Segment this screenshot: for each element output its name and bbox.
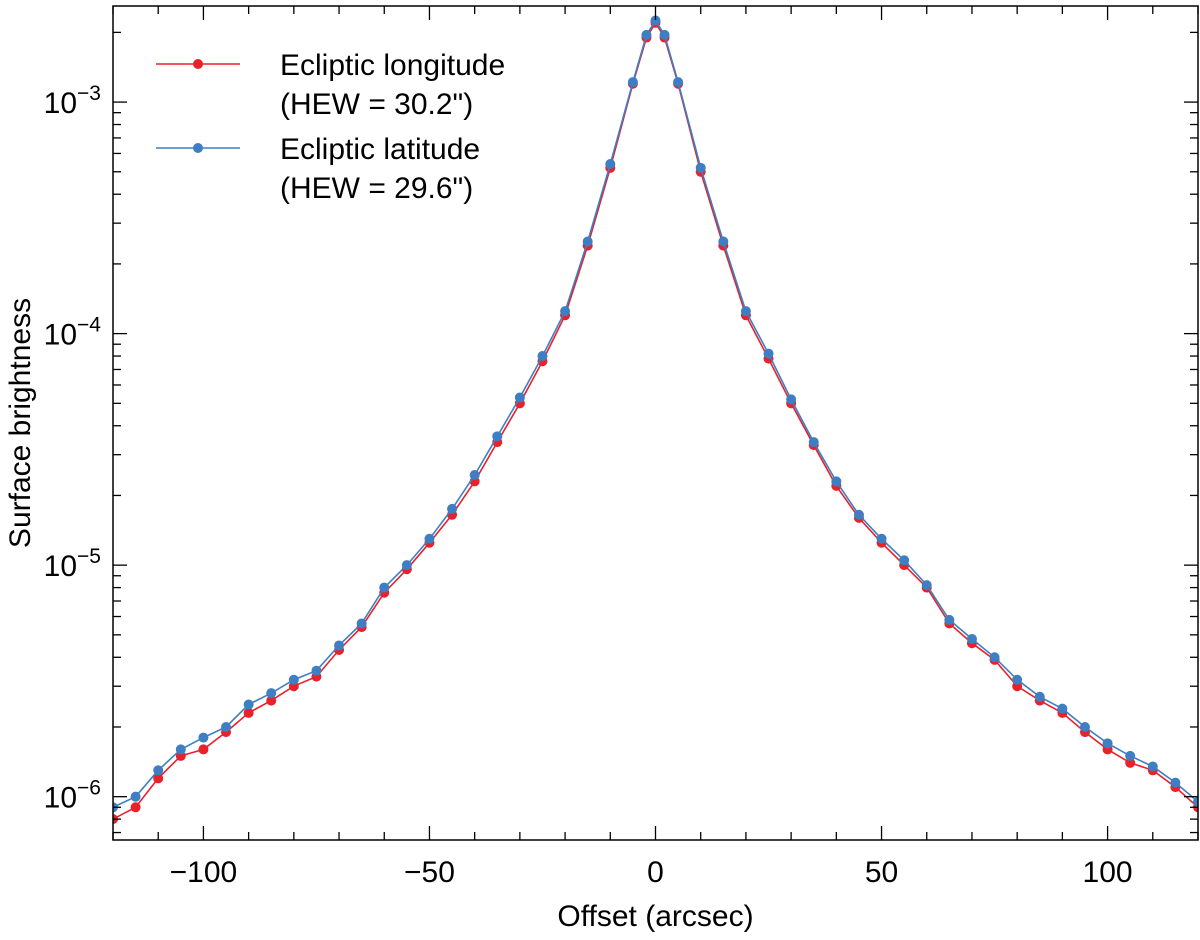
data-point	[447, 503, 458, 514]
y-axis-title: Surface brightness	[4, 298, 37, 548]
series-ecliptic-longitude	[113, 17, 1198, 825]
data-point	[356, 618, 367, 629]
data-point	[1193, 796, 1198, 807]
data-point	[130, 791, 141, 802]
data-point	[786, 394, 797, 405]
data-point	[808, 437, 819, 448]
data-point	[650, 15, 661, 26]
axes-layer: −100 −50 0 50 100 10−6 10−5 10−4 10−3	[44, 6, 1199, 889]
data-point	[175, 744, 186, 755]
data-point	[266, 688, 277, 699]
x-tick-label: −50	[404, 856, 455, 889]
data-point	[921, 580, 932, 591]
data-point	[1012, 674, 1023, 685]
data-point	[560, 306, 571, 317]
y-tick-label: 10−5	[44, 545, 101, 583]
data-point	[695, 162, 706, 173]
data-point	[198, 744, 209, 755]
data-point	[130, 802, 141, 813]
data-point	[514, 392, 525, 403]
data-point	[221, 721, 232, 732]
data-point	[641, 29, 652, 40]
data-point	[1125, 750, 1136, 761]
data-point	[153, 765, 164, 776]
data-point	[266, 695, 277, 706]
data-point	[334, 640, 345, 651]
data-point	[492, 431, 503, 442]
data-point	[311, 665, 322, 676]
series-layer	[113, 15, 1198, 825]
data-point	[899, 555, 910, 566]
legend-swatch-marker	[193, 59, 203, 69]
data-point	[1170, 777, 1181, 788]
legend-label: Ecliptic latitude	[280, 133, 480, 166]
data-point	[401, 560, 412, 571]
data-point	[659, 29, 670, 40]
data-point	[243, 699, 254, 710]
data-point	[763, 348, 774, 359]
data-point	[1102, 738, 1113, 749]
legend: Ecliptic longitude(HEW = 30.2")Ecliptic …	[156, 49, 505, 205]
series-line	[113, 18, 1198, 809]
data-point	[198, 732, 209, 743]
plot-frame	[112, 5, 1199, 841]
data-point	[853, 509, 864, 520]
y-tick-label: 10−3	[44, 82, 101, 120]
data-point	[288, 674, 299, 685]
legend-label: Ecliptic longitude	[280, 49, 505, 82]
data-point	[627, 77, 638, 88]
legend-entry: Ecliptic longitude (HEW = 30.2")	[156, 49, 505, 121]
legend-sublabel: (HEW = 30.2")	[280, 88, 473, 121]
data-point	[740, 306, 751, 317]
data-point	[1125, 757, 1136, 768]
data-point	[605, 159, 616, 170]
data-point	[379, 582, 390, 593]
data-point	[1034, 691, 1045, 702]
data-point	[1147, 761, 1158, 772]
data-point	[582, 236, 593, 247]
data-point	[673, 77, 684, 88]
x-axis-title: Offset (arcsec)	[557, 900, 753, 933]
data-point	[876, 533, 887, 544]
legend-swatch-marker	[193, 143, 203, 153]
data-point	[944, 614, 955, 625]
y-tick-label: 10−4	[44, 314, 102, 352]
data-point	[966, 633, 977, 644]
data-point	[1079, 721, 1090, 732]
x-tick-label: −100	[170, 856, 238, 889]
legend-sublabel: (HEW = 29.6")	[280, 172, 473, 205]
series-ecliptic-latitude	[113, 15, 1198, 813]
data-point	[537, 351, 548, 362]
x-tick-label: 0	[647, 856, 664, 889]
data-point	[424, 533, 435, 544]
y-tick-label: 10−6	[44, 777, 101, 815]
data-point	[153, 773, 164, 784]
x-tick-label: 100	[1083, 856, 1133, 889]
x-tick-label: 50	[865, 856, 898, 889]
data-point	[831, 476, 842, 487]
legend-entry: Ecliptic latitude (HEW = 29.6")	[156, 133, 480, 205]
data-point	[989, 652, 1000, 663]
data-point	[718, 236, 729, 247]
data-point	[469, 470, 480, 481]
data-point	[1057, 703, 1068, 714]
data-point	[243, 707, 254, 718]
